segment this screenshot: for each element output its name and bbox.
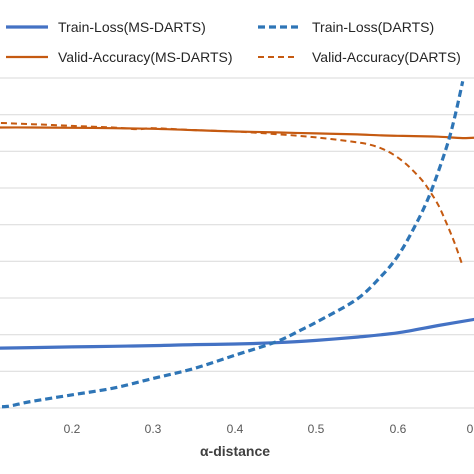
x-tick-label: 0.2: [64, 422, 81, 436]
legend-label-valid-accuracy-darts: Valid-Accuracy(DARTS): [312, 49, 461, 65]
x-tick-label: 0.3: [145, 422, 162, 436]
x-axis-ticks: 0.2 0.3 0.4 0.5 0.6 0: [64, 422, 474, 436]
x-tick-label: 0: [467, 422, 474, 436]
gridlines: [0, 77, 474, 409]
x-tick-label: 0.5: [308, 422, 325, 436]
legend-label-valid-accuracy-ms-darts: Valid-Accuracy(MS-DARTS): [58, 49, 233, 65]
plot-area: [0, 80, 474, 409]
x-tick-label: 0.4: [227, 422, 244, 436]
series-line-valid-accuracy-ms-darts: [0, 126, 474, 140]
series-line-train-loss-ms-darts: [0, 317, 474, 350]
x-tick-label: 0.6: [390, 422, 407, 436]
legend: Train-Loss(MS-DARTS) Train-Loss(DARTS) V…: [6, 19, 461, 65]
legend-label-train-loss-darts: Train-Loss(DARTS): [312, 19, 434, 35]
series-line-train-loss-darts: [0, 80, 465, 409]
x-axis-title: α-distance: [200, 443, 270, 459]
series-line-valid-accuracy-darts: [0, 121, 464, 267]
legend-label-train-loss-ms-darts: Train-Loss(MS-DARTS): [58, 19, 206, 35]
